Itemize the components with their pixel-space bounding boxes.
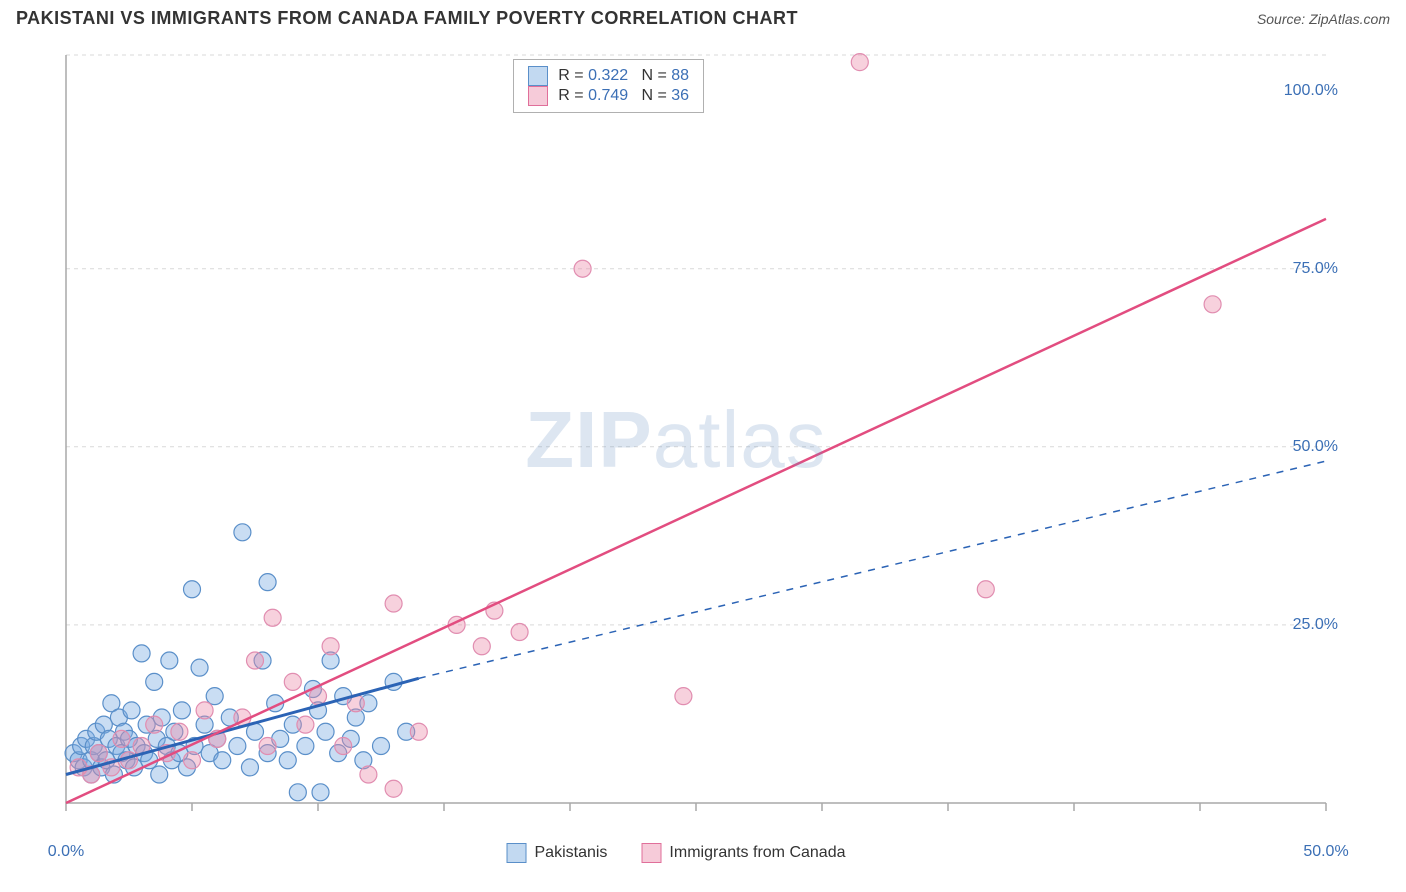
scatter-chart: [16, 45, 1336, 835]
category-legend: Pakistanis Immigrants from Canada: [507, 843, 846, 863]
legend-swatch: [528, 66, 548, 86]
legend-swatch: [507, 843, 527, 863]
legend-swatch: [641, 843, 661, 863]
legend-stats: R = 0.749 N = 36: [558, 87, 689, 105]
y-tick-label: 100.0%: [1284, 82, 1338, 100]
chart-title: PAKISTANI VS IMMIGRANTS FROM CANADA FAMI…: [16, 8, 798, 29]
x-tick-label: 0.0%: [48, 843, 84, 861]
y-tick-label: 75.0%: [1293, 260, 1338, 278]
correlation-legend: R = 0.322 N = 88 R = 0.749 N = 36: [513, 59, 704, 113]
y-tick-label: 50.0%: [1293, 438, 1338, 456]
y-tick-label: 25.0%: [1293, 616, 1338, 634]
legend-stats: R = 0.322 N = 88: [558, 67, 689, 85]
chart-container: Family Poverty ZIPatlas 25.0%50.0%75.0%1…: [16, 45, 1336, 835]
legend-label: Immigrants from Canada: [669, 844, 845, 862]
legend-item: Immigrants from Canada: [641, 843, 845, 863]
x-tick-label: 50.0%: [1303, 843, 1348, 861]
source-attribution: Source: ZipAtlas.com: [1257, 11, 1390, 27]
legend-label: Pakistanis: [535, 844, 608, 862]
legend-swatch: [528, 86, 548, 106]
legend-item: Pakistanis: [507, 843, 608, 863]
